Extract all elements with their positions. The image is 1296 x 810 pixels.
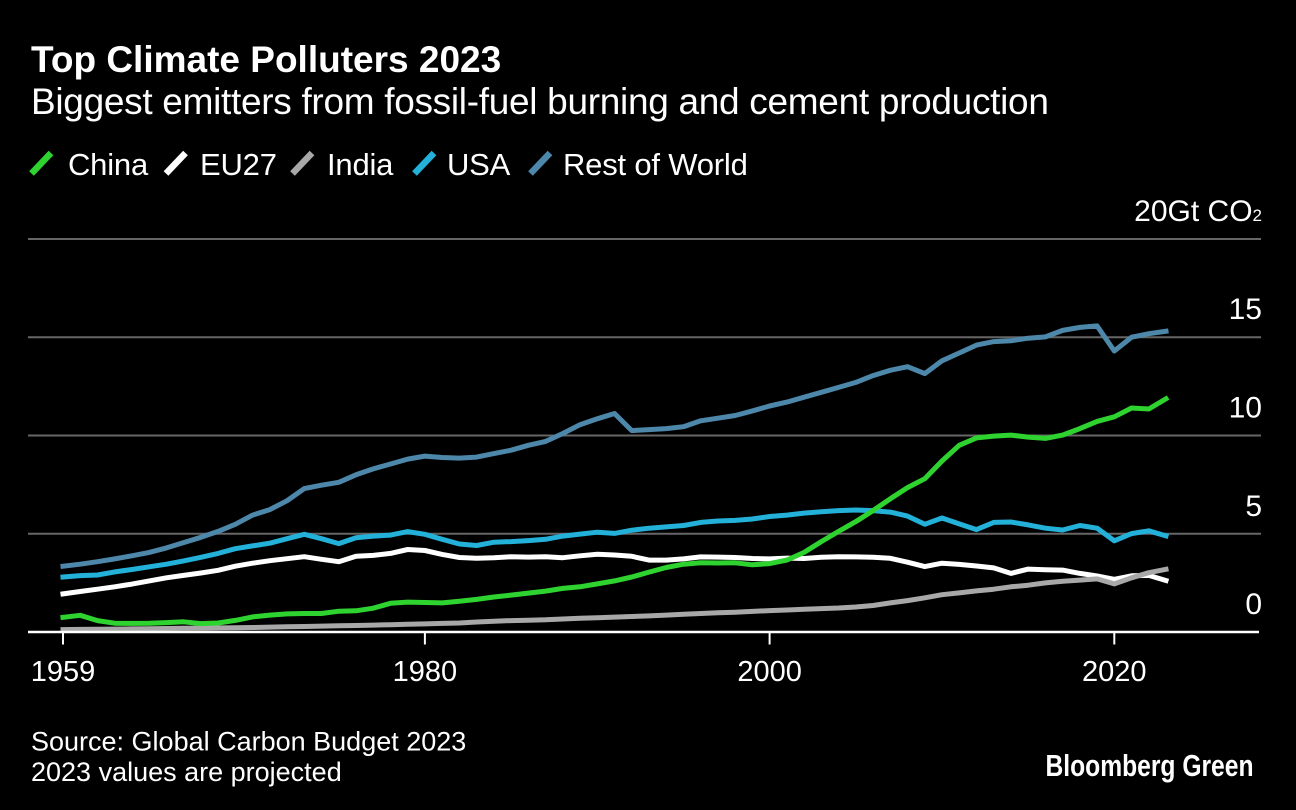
svg-text:1980: 1980 (393, 656, 458, 688)
svg-text:Rest of World: Rest of World (563, 147, 748, 182)
svg-text:2023 values are projected: 2023 values are projected (31, 757, 342, 787)
svg-text:Bloomberg Green: Bloomberg Green (1046, 748, 1254, 783)
svg-text:15: 15 (1229, 293, 1262, 326)
svg-text:India: India (327, 147, 394, 182)
svg-text:1959: 1959 (31, 656, 96, 688)
svg-text:Source: Global Carbon Budget 2: Source: Global Carbon Budget 2023 (31, 727, 466, 757)
svg-text:5: 5 (1245, 490, 1262, 523)
svg-text:EU27: EU27 (200, 147, 277, 182)
svg-text:USA: USA (447, 147, 511, 182)
svg-text:Top Climate Polluters 2023: Top Climate Polluters 2023 (31, 39, 501, 80)
svg-text:China: China (68, 147, 149, 182)
svg-text:20Gt CO2: 20Gt CO2 (1134, 195, 1262, 228)
svg-text:Biggest emitters from fossil-f: Biggest emitters from fossil-fuel burnin… (31, 81, 1049, 122)
svg-text:0: 0 (1245, 588, 1262, 621)
svg-text:2020: 2020 (1082, 656, 1147, 688)
svg-text:10: 10 (1229, 392, 1262, 425)
svg-text:2000: 2000 (737, 656, 802, 688)
